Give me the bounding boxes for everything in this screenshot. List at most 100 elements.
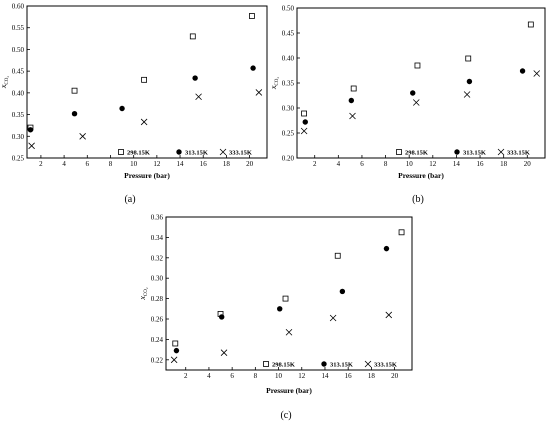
panel-0-x-tick-label-8: 18 (223, 160, 231, 168)
panel-1-series-0-point-3 (465, 55, 472, 62)
panel-2-series-legend-point-2 (364, 360, 372, 368)
panel-1-series-2-point-4 (533, 70, 541, 77)
panel-0-y-tick-label-0: 0.25 (12, 155, 25, 163)
panel-0-series-2-point-2 (140, 118, 148, 126)
panel-2-x-tick-label-7: 16 (345, 372, 353, 380)
panel-1-x-axis-title: Pressure (bar) (398, 171, 444, 180)
panel-1-series-1-point-0 (302, 119, 308, 125)
panel-1-plot-frame (296, 7, 546, 159)
panel-0-x-tick-label-3: 8 (109, 160, 113, 168)
panel-2-x-tick-label-2: 6 (230, 372, 234, 380)
panel-2-x-tick-label-4: 10 (275, 372, 283, 380)
panel-1-series-0-point-2 (414, 62, 421, 69)
panel-1-x-tick-label-9: 20 (524, 160, 532, 168)
chart-panel-2: 2 4 6 8 10 12 14 16 18 20 0.22 0.24 0.26 0.28 0.30 0.32… (138, 214, 413, 421)
panel-1-series-2-point-1 (349, 112, 356, 120)
panel-2-x-tick-label-1: 4 (207, 372, 211, 380)
panel-0-plot-frame (26, 5, 268, 159)
panel-1-x-tick-label-4: 10 (406, 160, 414, 168)
panel-0-x-tick-label-1: 4 (62, 160, 66, 168)
panel-0-x-tick-label-4: 10 (130, 160, 138, 168)
panel-1-series-1-point-1 (348, 97, 355, 104)
panel-0-series-2-point-1 (79, 133, 86, 140)
panel-0-series-2-point-0 (28, 142, 35, 150)
panel-1-label: (b) (412, 194, 424, 205)
panel-0-x-tick-label-5: 12 (153, 160, 161, 168)
panel-1-legend-label-2: 333.15K (507, 149, 530, 156)
panel-1-y-tick-label-0: 0.20 (282, 155, 295, 163)
panel-2-legend-item-1: 313.15K (321, 361, 353, 368)
panel-1-x-tick-label-1: 4 (337, 160, 341, 168)
panel-2-legend-label-0: 298.15K (272, 361, 295, 368)
panel-1-x-tick-label-7: 16 (477, 160, 485, 168)
panel-1-x-tick-label-0: 2 (313, 160, 317, 168)
panel-0-y-tick-label-1: 0.30 (12, 133, 25, 141)
panel-0-legend-item-2: 333.15K (219, 148, 252, 156)
panel-1-legend-label-1: 313.15K (463, 149, 486, 156)
panel-0-series-legend-point-0 (118, 149, 124, 155)
panel-1-series-0-point-0 (301, 110, 307, 117)
panel-2-label: (c) (280, 410, 291, 421)
panel-2-series-0-point-2 (282, 295, 289, 302)
panel-0-series-0-point-1 (71, 87, 78, 94)
panel-0-series-1-point-2 (119, 105, 125, 112)
panel-1-series-2-point-3 (463, 91, 471, 98)
panel-0-legend-label-0: 298.15K (127, 149, 150, 156)
panel-0-y-tick-label-3: 0.40 (12, 89, 25, 97)
panel-2-x-tick-label-6: 14 (321, 372, 329, 380)
panel-2-x-axis-title: Pressure (bar) (266, 386, 312, 395)
panel-1-legend-item-1: 313.15K (454, 149, 486, 156)
panel-2-y-tick-label-3: 0.28 (151, 295, 164, 303)
panel-1-legend-item-2: 333.15K (497, 148, 530, 156)
panel-0-legend-label-1: 313.15K (185, 149, 208, 156)
panel-2-y-axis-title: xCO₂ (138, 287, 149, 301)
panel-2-series-1-point-1 (218, 314, 225, 320)
panel-2-series-1-point-0 (173, 347, 180, 354)
panel-0-series-1-point-0 (27, 127, 34, 133)
panel-2-y-tick-label-0: 0.22 (151, 356, 164, 364)
panel-2-legend-item-0: 298.15K (263, 361, 295, 368)
panel-0-series-2-point-4 (255, 89, 263, 96)
panel-0-series-1-point-3 (192, 75, 198, 81)
panel-2-series-legend-point-1 (321, 361, 327, 367)
panel-0-legend-item-1: 313.15K (176, 149, 208, 156)
panel-0-y-tick-label-6: 0.55 (12, 24, 25, 32)
panel-1-series-0-point-4 (527, 21, 534, 28)
panel-0-x-tick-label-6: 14 (177, 160, 185, 168)
panel-2-series-0-point-3 (334, 252, 341, 259)
panel-0-series-0-point-2 (141, 76, 148, 83)
panel-1-series-2-point-2 (412, 99, 420, 106)
panel-2-series-2-point-1 (220, 349, 228, 356)
panel-2-x-tick-label-3: 8 (254, 372, 258, 380)
panel-2-series-2-point-2 (285, 328, 293, 336)
panel-0-x-tick-label-0: 2 (39, 160, 43, 168)
panel-1-x-tick-label-8: 18 (500, 160, 508, 168)
panel-2-series-1-point-4 (383, 245, 390, 252)
panel-2-series-1-point-3 (339, 288, 346, 295)
panel-1-series-2-point-0 (300, 127, 308, 135)
panel-1-x-tick-label-2: 6 (360, 160, 364, 168)
panel-1-x-tick-label-6: 14 (453, 160, 461, 168)
panel-1-series-1-point-2 (410, 90, 416, 96)
panel-1-legend-label-0: 298.15K (405, 149, 428, 156)
panel-2-series-2-point-4 (385, 311, 393, 319)
panel-1-series-legend-point-1 (454, 149, 460, 155)
panel-2-y-tick-label-5: 0.32 (151, 254, 164, 262)
panel-1-series-1-point-4 (519, 68, 526, 74)
panel-0-legend-label-2: 333.15K (229, 149, 252, 156)
panel-0-series-legend-point-2 (219, 148, 227, 156)
panel-1-y-tick-label-4: 0.40 (282, 55, 295, 63)
panel-0-y-tick-label-5: 0.50 (12, 46, 25, 54)
panel-0-series-1-point-1 (71, 111, 78, 117)
panel-1-y-tick-label-3: 0.35 (282, 80, 295, 88)
panel-0-x-tick-label-7: 16 (200, 160, 208, 168)
panel-2-series-1-point-2 (277, 306, 283, 312)
panel-2-legend-label-1: 313.15K (330, 361, 353, 368)
panel-1-y-tick-label-5: 0.45 (282, 30, 295, 38)
panel-2-series-0-point-4 (398, 229, 405, 236)
panel-1-series-1-point-3 (466, 78, 473, 85)
panel-2-x-tick-label-8: 18 (368, 372, 376, 380)
panel-2-series-2-point-3 (329, 314, 337, 322)
panel-1-series-legend-point-0 (396, 149, 402, 155)
